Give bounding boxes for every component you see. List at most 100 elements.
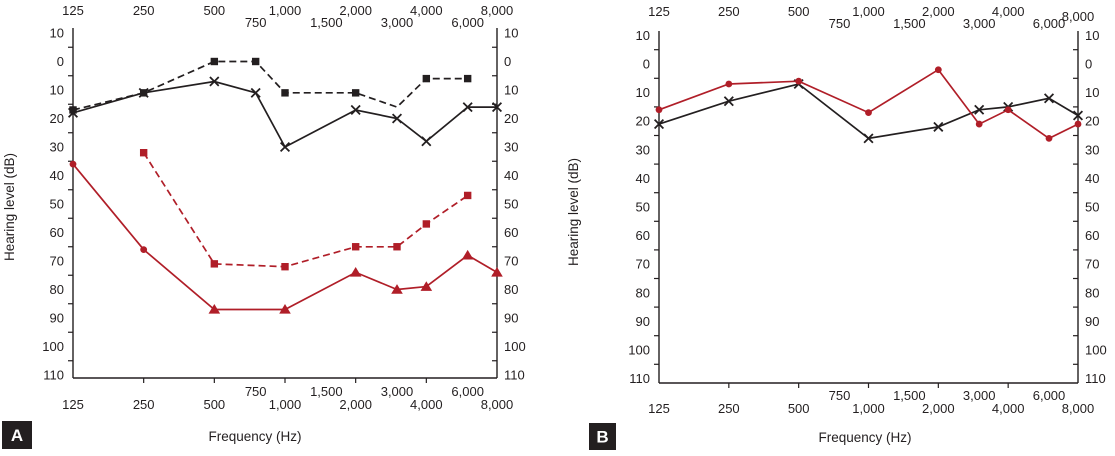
square-marker — [463, 74, 472, 83]
y-tick-label-left: 30 — [50, 140, 64, 155]
y-tick-label-left: 110 — [629, 371, 650, 386]
square-marker — [69, 106, 77, 114]
y-tick-label-left: 60 — [636, 228, 650, 243]
circle-marker — [975, 120, 983, 128]
freq-label-bottom: 250 — [718, 401, 740, 416]
freq-label-top: 2,000 — [922, 4, 955, 19]
y-tick-label-right: 40 — [504, 168, 518, 183]
freq-label-top: 1,500 — [310, 15, 343, 30]
circle-marker — [1045, 134, 1053, 142]
square-marker — [251, 57, 260, 66]
y-tick-label-left: 40 — [636, 171, 650, 186]
panel-badge-box — [2, 421, 32, 449]
y-tick-label-right: 60 — [1085, 228, 1099, 243]
freq-label-bottom: 250 — [133, 397, 155, 412]
triangle-marker — [461, 249, 474, 260]
y-tick-label-right: 40 — [1085, 171, 1099, 186]
freq-label-bottom: 6,000 — [1033, 388, 1066, 403]
freq-label-top: 750 — [829, 16, 851, 31]
square-marker — [351, 243, 360, 251]
freq-label-bottom: 2,000 — [339, 397, 372, 412]
y-tick-label-right: 30 — [1085, 142, 1099, 157]
circle-marker — [655, 106, 663, 114]
triangle-marker — [420, 281, 433, 291]
square-marker — [463, 191, 472, 200]
circle-marker — [865, 109, 872, 117]
square-marker — [351, 89, 360, 97]
series-black-solid-x — [653, 78, 1084, 144]
freq-label-top: 1,500 — [893, 16, 926, 31]
square-marker — [422, 220, 431, 228]
x-marker — [863, 133, 874, 144]
freq-label-bottom: 2,000 — [922, 401, 955, 416]
freq-label-bottom: 8,000 — [481, 397, 514, 412]
x-marker — [974, 104, 985, 115]
panel-badge-letter: A — [11, 426, 23, 445]
series-red-solid-circles — [655, 66, 1082, 142]
square-marker — [139, 89, 148, 97]
panel-b: 10 10 0 0 10 10 20 20 30 30 40 40 50 50 60 60 70 70 80 80 90… — [557, 0, 1115, 456]
freq-label-top: 3,000 — [963, 16, 996, 31]
freq-label-top: 8,000 — [1062, 9, 1095, 24]
y-tick-label-left: 70 — [50, 254, 64, 269]
y-tick-label-left: 10 — [50, 83, 64, 98]
x-marker — [350, 104, 361, 115]
y-tick-label-left: 20 — [636, 114, 650, 129]
x-marker — [462, 102, 473, 113]
x-marker — [1043, 93, 1055, 104]
y-tick-label-left: 80 — [636, 285, 650, 300]
y-tick-label-right: 50 — [504, 197, 518, 212]
square-marker — [210, 57, 219, 66]
freq-label-top: 1,000 — [269, 3, 302, 18]
y-tick-label-right: 90 — [1085, 314, 1099, 329]
y-tick-label-left: 30 — [636, 142, 650, 157]
freq-label-top: 4,000 — [992, 4, 1025, 19]
x-marker — [391, 113, 403, 124]
x-marker — [723, 96, 734, 107]
square-marker — [281, 263, 289, 271]
y-tick-label-right: 100 — [504, 339, 526, 354]
x-marker — [250, 87, 261, 98]
circle-marker — [795, 77, 803, 85]
freq-label-bottom: 4,000 — [992, 401, 1025, 416]
square-marker — [422, 74, 431, 83]
freq-label-bottom: 125 — [648, 401, 670, 416]
panel-badge-letter: B — [596, 428, 608, 447]
freq-label-bottom: 1,000 — [269, 397, 302, 412]
freq-label-top: 750 — [245, 15, 267, 30]
circle-marker — [1074, 120, 1082, 128]
y-tick-label-left: 90 — [636, 314, 650, 329]
x-marker — [209, 76, 220, 87]
y-tick-label-left: 0 — [57, 54, 64, 69]
y-tick-label-left: 50 — [636, 200, 650, 215]
y-tick-label-left: 60 — [50, 225, 64, 240]
y-tick-label-left: 50 — [50, 197, 64, 212]
triangle-marker — [208, 304, 221, 314]
freq-label-bottom: 4,000 — [410, 397, 443, 412]
y-tick-label-right: 70 — [504, 254, 518, 269]
square-marker — [139, 149, 148, 157]
freq-label-top: 6,000 — [451, 15, 484, 30]
freq-label-top: 125 — [648, 4, 670, 19]
freq-label-top: 125 — [62, 3, 84, 18]
freq-label-bottom: 1,500 — [893, 388, 926, 403]
freq-label-bottom: 6,000 — [451, 384, 484, 399]
freq-label-top: 500 — [203, 3, 225, 18]
panel-badge-box — [589, 423, 616, 450]
circle-marker — [69, 160, 77, 168]
y-tick-label-right: 90 — [504, 311, 518, 326]
y-tick-label-right: 30 — [504, 140, 518, 155]
x-marker — [421, 136, 432, 147]
square-marker — [281, 89, 289, 97]
series-line — [72, 80, 497, 149]
freq-label-top: 4,000 — [410, 3, 443, 18]
y-tick-label-right: 10 — [1085, 85, 1099, 100]
freq-label-bottom: 125 — [62, 397, 84, 412]
y-tick-label-left: 10 — [636, 28, 650, 43]
series-line — [142, 152, 469, 268]
freq-label-top: 250 — [133, 3, 155, 18]
circle-marker — [934, 66, 942, 74]
